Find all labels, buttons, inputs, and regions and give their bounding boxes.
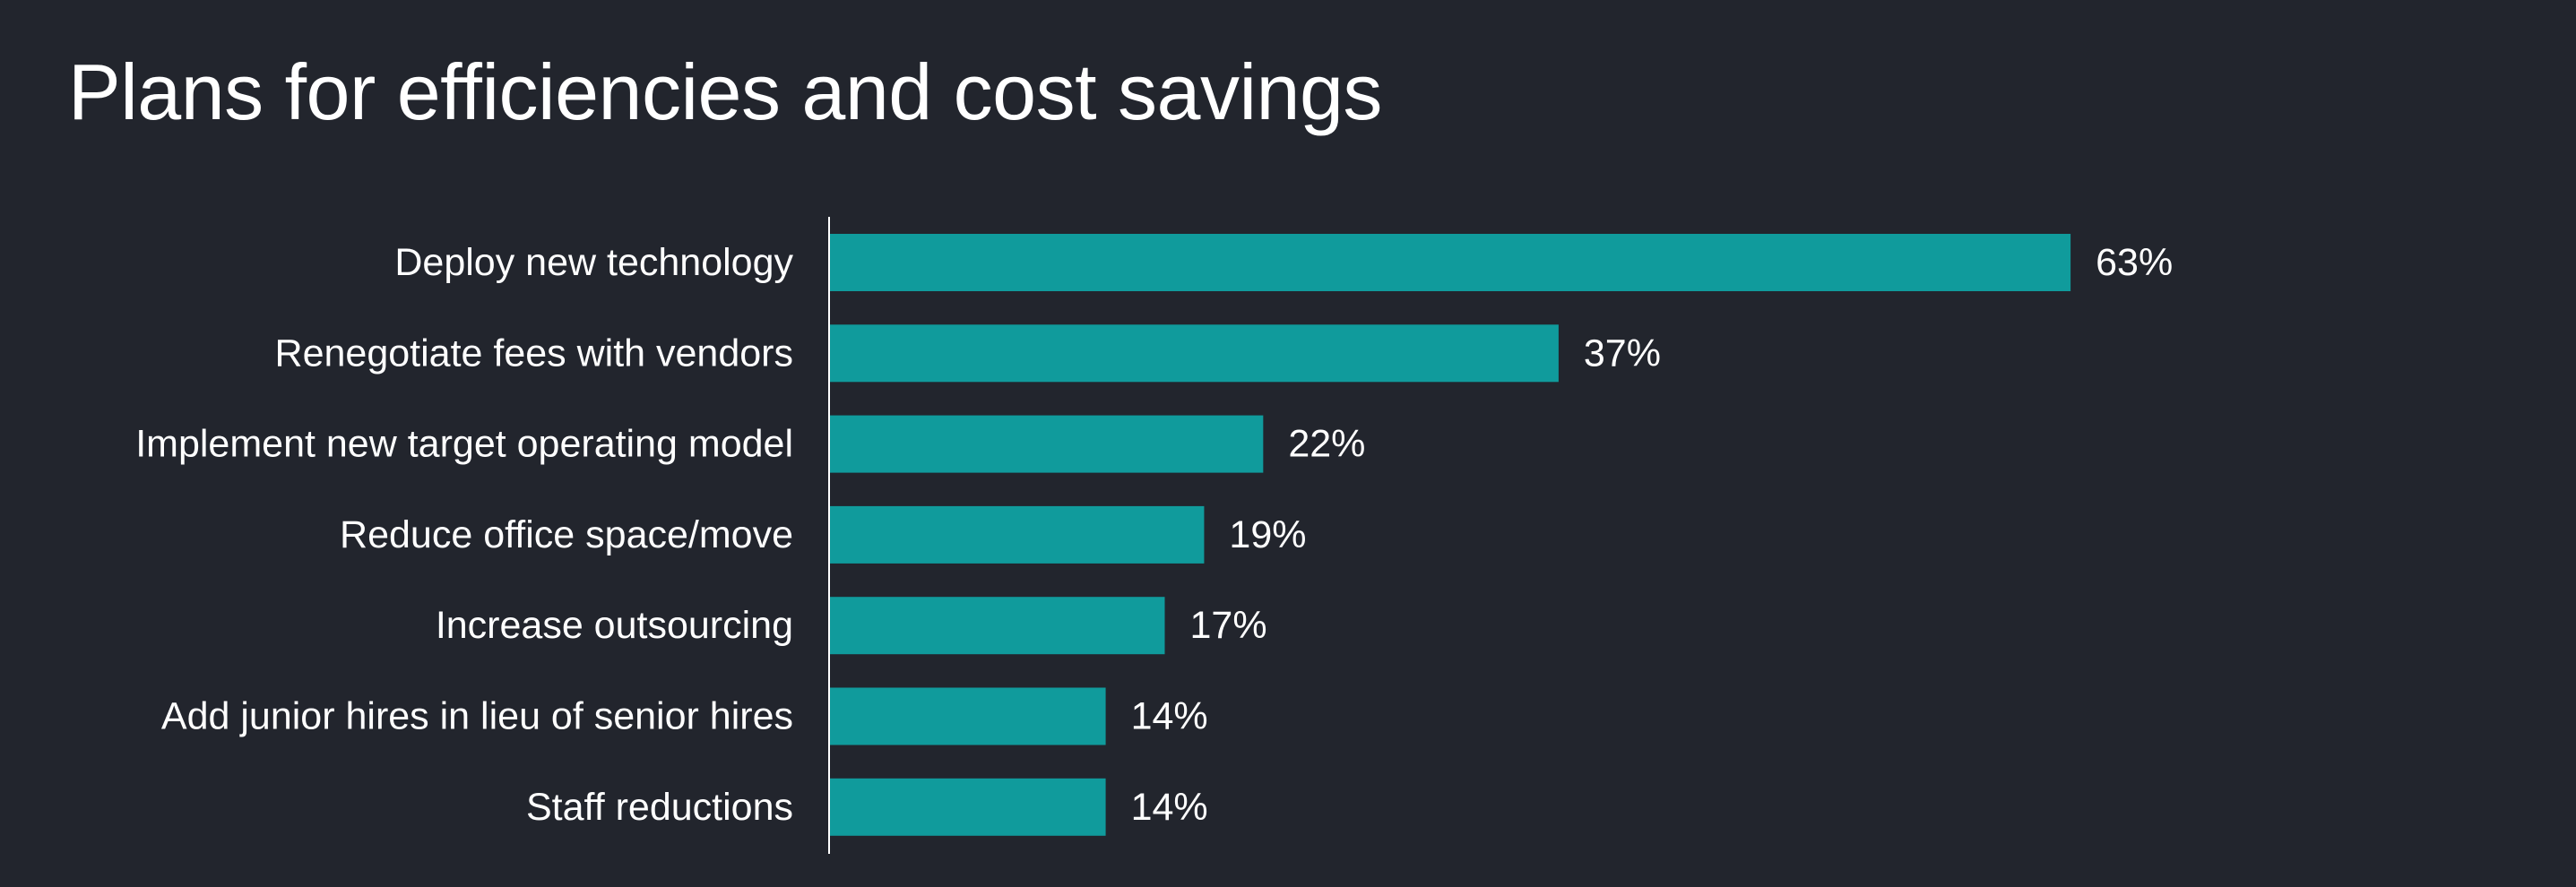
- bar-3: [830, 415, 1264, 473]
- category-label: Add junior hires in lieu of senior hires: [161, 695, 793, 738]
- category-label: Renegotiate fees with vendors: [275, 332, 793, 375]
- value-label: 19%: [1229, 513, 1306, 556]
- value-label: 14%: [1131, 695, 1208, 738]
- value-label: 22%: [1288, 423, 1365, 466]
- bar-6: [830, 687, 1106, 745]
- bar-7: [830, 778, 1106, 836]
- value-label: 63%: [2096, 241, 2173, 284]
- category-labels-group: Deploy new technology Renegotiate fees wi…: [135, 241, 793, 829]
- value-label: 14%: [1131, 786, 1208, 829]
- chart-title: Plans for efficiencies and cost savings: [68, 47, 1382, 136]
- category-label: Increase outsourcing: [436, 604, 793, 647]
- bar-1: [830, 234, 2071, 291]
- bar-2: [830, 324, 1559, 383]
- bar-5: [830, 597, 1165, 655]
- value-label: 37%: [1584, 332, 1661, 375]
- value-labels-group: 63% 37% 22% 19% 17% 14% 14%: [1131, 241, 2174, 829]
- value-label: 17%: [1189, 604, 1266, 647]
- category-label: Reduce office space/move: [340, 513, 793, 556]
- bars-group: [830, 234, 2071, 836]
- bar-4: [830, 505, 1205, 564]
- category-label: Deploy new technology: [394, 241, 793, 284]
- category-label: Implement new target operating model: [135, 423, 793, 466]
- category-label: Staff reductions: [526, 786, 793, 829]
